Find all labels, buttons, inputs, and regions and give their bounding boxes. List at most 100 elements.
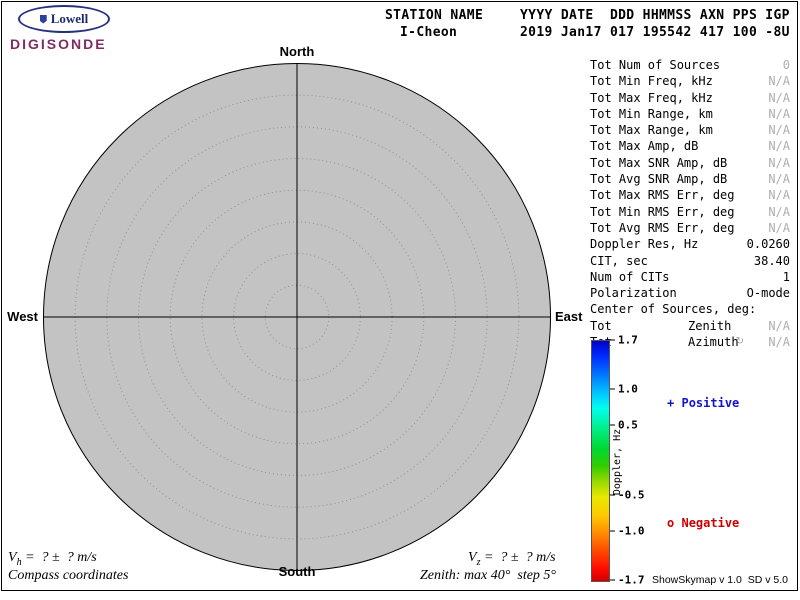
- stat-value: N/A: [768, 188, 790, 203]
- stat-label: Tot Max SNR Amp, dB: [590, 155, 728, 170]
- lowell-flag-icon: [39, 14, 47, 24]
- tick-mark: [610, 388, 615, 390]
- colorbar-tick: -1.7: [610, 574, 645, 587]
- tick-label: -1.7: [618, 573, 645, 587]
- stats-panel: Tot Num of Sources 0 Tot Min Freq, kHz N/A…: [590, 57, 790, 350]
- stat-value: N/A: [768, 90, 790, 105]
- stat-value: N/A: [768, 139, 790, 154]
- stat-value: N/A: [768, 172, 790, 187]
- tick-mark: [610, 579, 615, 581]
- header-column-labels: YYYY DATE DDD HHMMSS AXN PPS IGP: [520, 8, 790, 23]
- stat-value: N/A: [768, 220, 790, 235]
- colorbar-tick: -1.0: [610, 525, 645, 538]
- stat-value: 38.40: [753, 253, 790, 268]
- colorbar-gradient: [591, 340, 610, 582]
- stat-row: Tot Max SNR Amp, dB N/A: [590, 155, 790, 171]
- lowell-oval: Lowell: [18, 5, 110, 33]
- stat-row: Tot Max RMS Err, deg N/A: [590, 187, 790, 203]
- stat-label: Tot Max RMS Err, deg: [590, 188, 735, 203]
- colorbar-axis-label: Doppler, Hz: [612, 428, 623, 496]
- zenith-scale-note: Zenith: max 40° step 5°: [420, 568, 557, 583]
- stat-label: Tot Min Freq, kHz: [590, 74, 713, 89]
- stat-label: Num of CITs: [590, 269, 670, 284]
- rotation-icon: ↻: [735, 336, 744, 348]
- vh-velocity-readout: Vh = ? ± ? m/s: [8, 550, 97, 568]
- tick-label: 1.7: [618, 333, 638, 347]
- vz-velocity-readout: Vz = ? ± ? m/s: [468, 550, 556, 568]
- stat-label: Tot Num of Sources: [590, 58, 721, 72]
- tick-label: 0.5: [618, 418, 638, 432]
- lowell-name: Lowell: [50, 11, 89, 26]
- stat-label: Tot Avg RMS Err, deg: [590, 220, 735, 235]
- header-station-value: I-Cheon: [400, 25, 458, 40]
- stat-label: Tot Max Range, km: [590, 123, 713, 138]
- compass-label-west: West: [7, 309, 38, 324]
- stat-label: Tot: [590, 318, 612, 333]
- stat-row: Tot Avg RMS Err, deg N/A: [590, 220, 790, 236]
- circle-icon: o: [667, 516, 675, 530]
- stat-row: Tot Min Range, km N/A: [590, 106, 790, 122]
- coordinate-system-note: Compass coordinates: [8, 568, 129, 583]
- compass-label-north: North: [279, 44, 315, 59]
- colorbar-tick: -0.5: [610, 489, 645, 502]
- stat-value: N/A: [768, 335, 790, 350]
- legend-positive: + Positive: [667, 396, 739, 410]
- compass-label-south: South: [278, 564, 316, 579]
- stat-row: Tot Avg SNR Amp, dB N/A: [590, 171, 790, 187]
- stat-row: Polarization O-mode: [590, 285, 790, 301]
- stat-value: N/A: [768, 155, 790, 170]
- stat-label: Doppler Res, Hz: [590, 237, 699, 252]
- stat-row: Tot Min Freq, kHz N/A: [590, 73, 790, 89]
- tick-mark: [610, 530, 615, 532]
- stat-value: N/A: [768, 123, 790, 138]
- stat-label: Tot Max Freq, kHz: [590, 90, 713, 105]
- stat-label: CIT, sec: [590, 253, 648, 268]
- stat-row-zenith-center: Tot Zenith N/A: [590, 318, 790, 334]
- colorbar-tick: 1.0: [610, 383, 638, 396]
- tick-label: -0.5: [618, 488, 645, 502]
- colorbar-tick: 1.7: [610, 334, 638, 347]
- stat-label: Polarization: [590, 286, 677, 301]
- stat-row: Tot Num of Sources 0: [590, 57, 790, 73]
- skymap-plot: [43, 63, 551, 571]
- stat-label: Center of Sources, deg:: [590, 302, 757, 317]
- stat-value: N/A: [768, 106, 790, 121]
- tick-mark: [610, 339, 615, 341]
- stat-row: CIT, sec 38.40: [590, 253, 790, 269]
- stat-value: N/A: [768, 318, 790, 333]
- legend-negative-label: Negative: [681, 516, 740, 530]
- stat-row: Tot Max Range, km N/A: [590, 122, 790, 138]
- stat-row: Tot Min RMS Err, deg N/A: [590, 204, 790, 220]
- digisonde-wordmark: DIGISONDE: [10, 36, 107, 52]
- plus-icon: +: [667, 396, 675, 410]
- tick-label: 1.0: [618, 382, 638, 396]
- stat-value: O-mode: [746, 286, 790, 301]
- stat-value: 1: [782, 269, 790, 284]
- stat-label: Tot Avg SNR Amp, dB: [590, 172, 728, 187]
- compass-label-east: East: [555, 309, 583, 324]
- app-version: ShowSkymap v 1.0 SD v 5.0: [652, 574, 788, 586]
- stat-row: Tot Max Amp, dB N/A: [590, 138, 790, 154]
- stat-row: Doppler Res, Hz 0.0260: [590, 236, 790, 252]
- lowell-logo: Lowell DIGISONDE: [10, 5, 110, 52]
- colorbar-tick: 0.5: [610, 419, 638, 432]
- stat-value: 0.0260: [746, 237, 790, 252]
- doppler-colorbar: 1.7 1.0 0.5 -0.5 -1.0 -1.7 Doppler, Hz: [591, 334, 675, 587]
- legend-positive-label: Positive: [681, 396, 740, 410]
- tick-mark: [610, 494, 615, 496]
- stat-label: Tot Min RMS Err, deg: [590, 204, 735, 219]
- stat-row: Num of CITs 1: [590, 269, 790, 285]
- stat-row: Tot Max Freq, kHz N/A: [590, 90, 790, 106]
- stat-value: N/A: [768, 204, 790, 219]
- stat-sublabel: Azimuth: [688, 335, 739, 350]
- stat-row: Center of Sources, deg:: [590, 301, 790, 317]
- header-station-name-label: STATION NAME: [385, 8, 484, 23]
- tick-label: -1.0: [618, 524, 645, 538]
- stat-value: 0: [782, 58, 790, 72]
- tick-mark: [610, 424, 615, 426]
- legend-negative: o Negative: [667, 516, 739, 530]
- header-values: 2019 Jan17 017 195542 417 100 -8U: [520, 25, 790, 40]
- stat-value: N/A: [768, 74, 790, 89]
- stat-label: Tot Max Amp, dB: [590, 139, 699, 154]
